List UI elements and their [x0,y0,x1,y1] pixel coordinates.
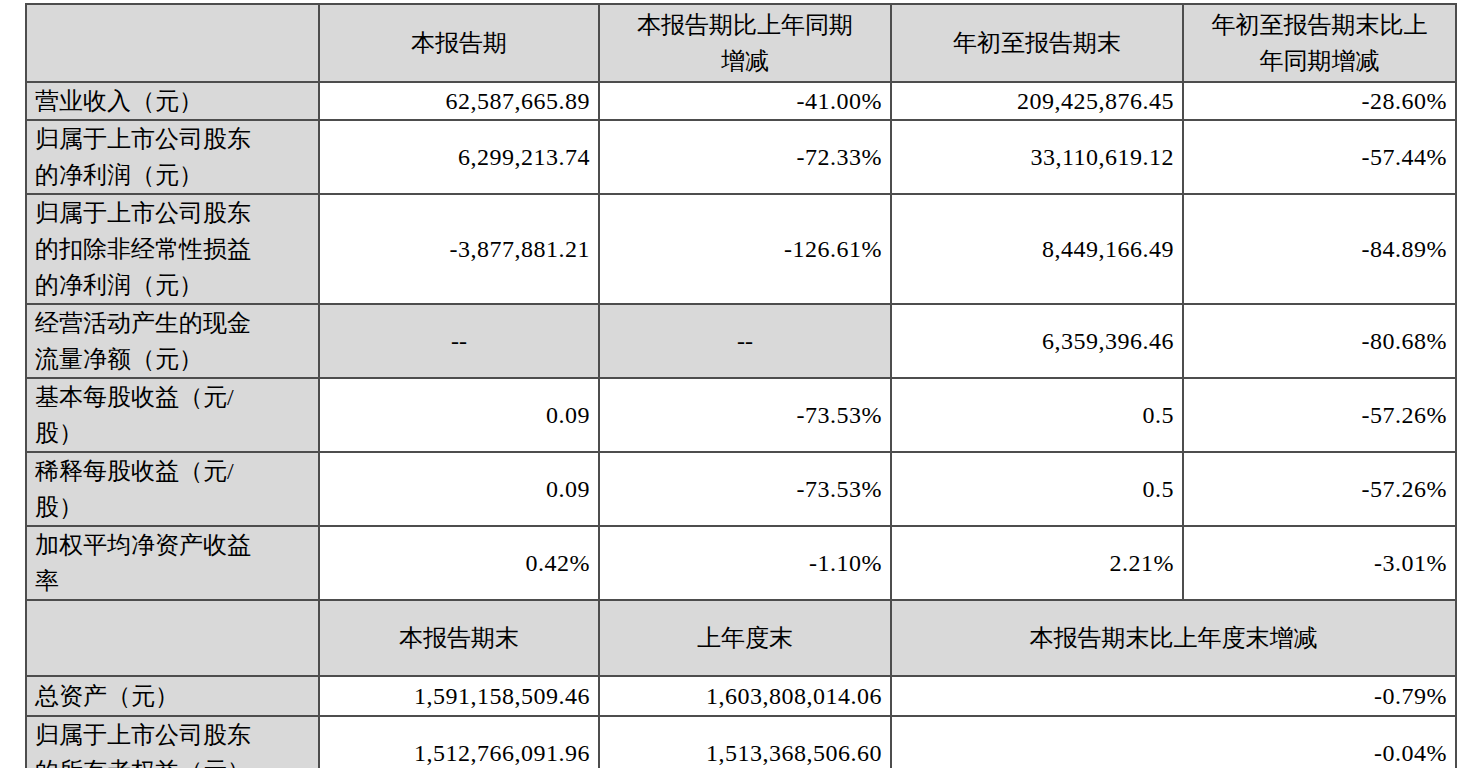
row-label: 经营活动产生的现金 流量净额（元） [26,304,319,378]
cell-value: 0.5 [891,452,1183,526]
header-row-period-end: 本报告期末 上年度末 本报告期末比上年度末增减 [26,600,1456,676]
cell-value: -3.01% [1183,526,1456,600]
cell-value-na: -- [319,304,599,378]
cell-value: -80.68% [1183,304,1456,378]
cell-value: 1,513,368,506.60 [599,716,891,768]
cell-value: 2.21% [891,526,1183,600]
cell-value: -57.44% [1183,120,1456,194]
cell-value: -1.10% [599,526,891,600]
cell-value: -84.89% [1183,194,1456,304]
header-cell-blank [26,4,319,82]
cell-value: -41.00% [599,82,891,120]
table-row-net-profit: 归属于上市公司股东 的净利润（元） 6,299,213.74 -72.33% 3… [26,120,1456,194]
cell-value: -73.53% [599,452,891,526]
cell-value: -57.26% [1183,452,1456,526]
header-row-period: 本报告期 本报告期比上年同期 增减 年初至报告期末 年初至报告期末比上 年同期增… [26,4,1456,82]
row-label: 稀释每股收益（元/ 股） [26,452,319,526]
cell-value: 1,512,766,091.96 [319,716,599,768]
cell-value: -57.26% [1183,378,1456,452]
cell-value: 6,359,396.46 [891,304,1183,378]
table-row-total-assets: 总资产（元） 1,591,158,509.46 1,603,808,014.06… [26,676,1456,716]
header-cell-blank [26,600,319,676]
table-row-revenue: 营业收入（元） 62,587,665.89 -41.00% 209,425,87… [26,82,1456,120]
header-cell-current-period: 本报告期 [319,4,599,82]
row-label: 基本每股收益（元/ 股） [26,378,319,452]
table-row-net-profit-excl-nonrecurring: 归属于上市公司股东 的扣除非经常性损益 的净利润（元） -3,877,881.2… [26,194,1456,304]
cell-value: 1,591,158,509.46 [319,676,599,716]
cell-value: 0.42% [319,526,599,600]
cell-value: 209,425,876.45 [891,82,1183,120]
table-row-owners-equity: 归属于上市公司股东 的所有者权益（元） 1,512,766,091.96 1,5… [26,716,1456,768]
table-row-diluted-eps: 稀释每股收益（元/ 股） 0.09 -73.53% 0.5 -57.26% [26,452,1456,526]
cell-value-na: -- [599,304,891,378]
row-label: 归属于上市公司股东 的所有者权益（元） [26,716,319,768]
row-label: 归属于上市公司股东 的净利润（元） [26,120,319,194]
row-label: 营业收入（元） [26,82,319,120]
cell-value: -28.60% [1183,82,1456,120]
cell-value: 0.09 [319,378,599,452]
cell-value: 0.5 [891,378,1183,452]
table-row-operating-cash-flow: 经营活动产生的现金 流量净额（元） -- -- 6,359,396.46 -80… [26,304,1456,378]
cell-value: -0.04% [891,716,1456,768]
cell-value: 62,587,665.89 [319,82,599,120]
cell-value: 0.09 [319,452,599,526]
table-row-basic-eps: 基本每股收益（元/ 股） 0.09 -73.53% 0.5 -57.26% [26,378,1456,452]
header-cell-ytd: 年初至报告期末 [891,4,1183,82]
cell-value: -126.61% [599,194,891,304]
report-page: 本报告期 本报告期比上年同期 增减 年初至报告期末 年初至报告期末比上 年同期增… [0,0,1480,768]
header-cell-current-period-end: 本报告期末 [319,600,599,676]
row-label: 总资产（元） [26,676,319,716]
header-cell-change-vs-prior-year-end: 本报告期末比上年度末增减 [891,600,1456,676]
cell-value: -0.79% [891,676,1456,716]
header-cell-yoy-change: 本报告期比上年同期 增减 [599,4,891,82]
cell-value: 8,449,166.49 [891,194,1183,304]
financial-summary-table: 本报告期 本报告期比上年同期 增减 年初至报告期末 年初至报告期末比上 年同期增… [25,3,1457,768]
row-label: 归属于上市公司股东 的扣除非经常性损益 的净利润（元） [26,194,319,304]
header-cell-ytd-yoy-change: 年初至报告期末比上 年同期增减 [1183,4,1456,82]
row-label: 加权平均净资产收益 率 [26,526,319,600]
header-cell-prior-year-end: 上年度末 [599,600,891,676]
cell-value: -72.33% [599,120,891,194]
cell-value: 6,299,213.74 [319,120,599,194]
cell-value: 1,603,808,014.06 [599,676,891,716]
cell-value: -73.53% [599,378,891,452]
cell-value: -3,877,881.21 [319,194,599,304]
table-row-weighted-avg-roe: 加权平均净资产收益 率 0.42% -1.10% 2.21% -3.01% [26,526,1456,600]
cell-value: 33,110,619.12 [891,120,1183,194]
